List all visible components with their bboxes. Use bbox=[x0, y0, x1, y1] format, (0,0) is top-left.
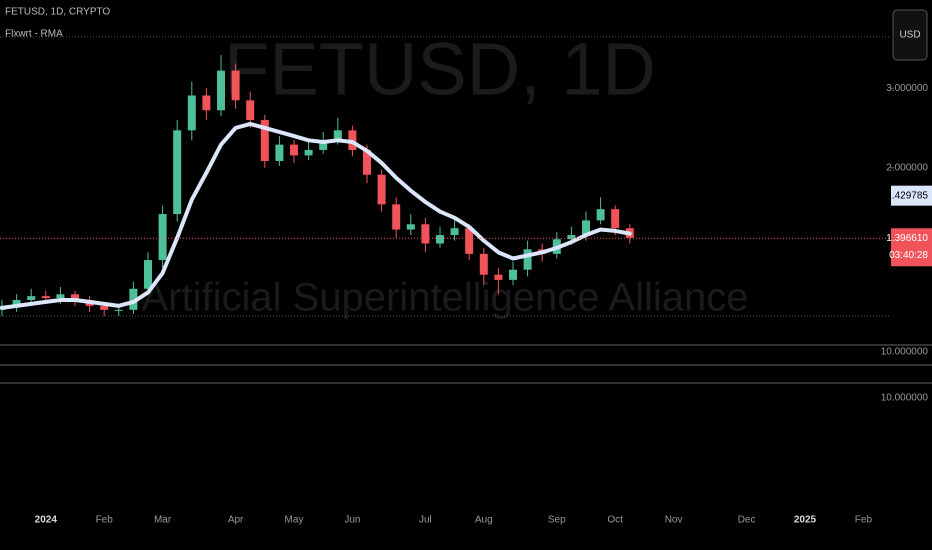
candle-body bbox=[363, 149, 371, 175]
x-tick-label: May bbox=[285, 515, 304, 526]
currency-button-label[interactable]: USD bbox=[899, 30, 920, 41]
candle-body bbox=[611, 209, 620, 229]
candle-body bbox=[56, 294, 65, 299]
x-tick-label: 2024 bbox=[35, 515, 58, 526]
rma-last-label: 1.429785 bbox=[886, 190, 928, 201]
candle-body bbox=[231, 70, 240, 101]
candle-body bbox=[27, 296, 36, 300]
candle-body bbox=[406, 224, 415, 230]
candle-body bbox=[465, 228, 474, 254]
candle-body bbox=[41, 296, 50, 299]
candle-body bbox=[114, 309, 123, 311]
symbol-title: FETUSD, 1D, CRYPTO bbox=[5, 7, 110, 18]
x-tick-label: Jun bbox=[344, 515, 360, 526]
rma-last-box bbox=[891, 185, 932, 206]
x-tick-label: Oct bbox=[607, 515, 623, 526]
candle-body bbox=[275, 144, 284, 162]
x-tick-label: 2025 bbox=[794, 515, 817, 526]
candle-body bbox=[290, 144, 298, 156]
x-tick-label: Dec bbox=[738, 515, 756, 526]
candle-body bbox=[596, 209, 605, 221]
watermark-subtitle: Artificial Superintelligence Alliance bbox=[142, 276, 749, 320]
candle-body bbox=[129, 288, 138, 310]
candle-body bbox=[436, 235, 444, 244]
candle-body bbox=[217, 70, 225, 111]
candle-body bbox=[333, 130, 342, 141]
candle-body bbox=[158, 214, 167, 261]
rma-line bbox=[0, 121, 632, 310]
watermark: FETUSD, 1D bbox=[224, 28, 656, 111]
countdown: 03:40:28 bbox=[889, 250, 928, 261]
candle-body bbox=[202, 95, 211, 111]
y-tick-label: 3.000000 bbox=[886, 83, 928, 94]
x-tick-label: Feb bbox=[855, 515, 873, 526]
x-tick-label: Nov bbox=[665, 515, 683, 526]
candle-body bbox=[304, 149, 313, 156]
currency-button[interactable] bbox=[892, 9, 928, 61]
candle-body bbox=[567, 235, 576, 240]
indicator-legend: Flxwrt - RMA bbox=[5, 29, 63, 40]
candle-body bbox=[246, 100, 255, 121]
candle-body bbox=[12, 299, 21, 306]
x-tick-label: Apr bbox=[228, 515, 244, 526]
scale-label: 10.000000 bbox=[881, 347, 929, 358]
candle-body bbox=[144, 260, 152, 289]
candle-body bbox=[319, 140, 328, 150]
x-tick-label: Feb bbox=[96, 515, 114, 526]
candle-body bbox=[494, 274, 503, 280]
x-tick-label: Mar bbox=[154, 515, 172, 526]
candle-body bbox=[392, 204, 401, 230]
candle-body bbox=[100, 305, 109, 310]
x-tick-label: Jul bbox=[419, 515, 432, 526]
candle-body bbox=[377, 174, 386, 205]
scale-label: 10.000000 bbox=[881, 393, 929, 404]
candle-body bbox=[509, 269, 517, 280]
candle-body bbox=[187, 95, 196, 131]
candle-body bbox=[523, 249, 532, 270]
candle-body bbox=[450, 228, 459, 236]
last-price-label: 1.396610 bbox=[886, 233, 928, 244]
y-tick-label: 2.000000 bbox=[886, 162, 928, 173]
last-price-box bbox=[891, 228, 932, 267]
candle-body bbox=[421, 224, 430, 244]
candle-body bbox=[479, 253, 488, 275]
x-tick-label: Aug bbox=[475, 515, 493, 526]
x-tick-label: Sep bbox=[548, 515, 566, 526]
candle-body bbox=[71, 294, 79, 300]
candle-body bbox=[582, 220, 590, 236]
candle-body bbox=[173, 130, 182, 215]
candle-body bbox=[260, 120, 269, 162]
